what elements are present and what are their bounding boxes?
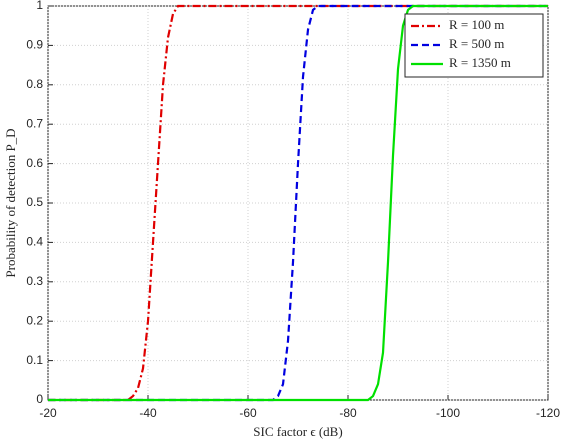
y-tick-label: 0.2 <box>26 313 43 327</box>
y-tick-label: 0.9 <box>26 38 43 52</box>
x-tick-label: -100 <box>436 406 460 420</box>
legend-label: R = 1350 m <box>449 55 511 70</box>
y-tick-label: 0.3 <box>26 274 43 288</box>
x-tick-label: -20 <box>39 406 57 420</box>
y-tick-label: 1 <box>36 0 43 12</box>
y-tick-label: 0.5 <box>26 195 43 209</box>
y-tick-label: 0 <box>36 392 43 406</box>
x-tick-label: -40 <box>139 406 157 420</box>
y-tick-label: 0.1 <box>26 353 43 367</box>
y-tick-label: 0.8 <box>26 77 43 91</box>
x-tick-label: -80 <box>339 406 357 420</box>
y-tick-label: 0.6 <box>26 156 43 170</box>
data-line <box>48 4 548 402</box>
x-axis-label: SIC factor ϵ (dB) <box>253 424 342 439</box>
data-line <box>48 4 548 402</box>
legend-label: R = 100 m <box>449 17 504 32</box>
legend-label: R = 500 m <box>449 36 504 51</box>
y-axis-label: Probability of detection P_D <box>3 128 18 277</box>
x-tick-label: -120 <box>536 406 560 420</box>
x-tick-label: -60 <box>239 406 257 420</box>
y-tick-label: 0.4 <box>26 235 43 249</box>
y-tick-label: 0.7 <box>26 116 43 130</box>
